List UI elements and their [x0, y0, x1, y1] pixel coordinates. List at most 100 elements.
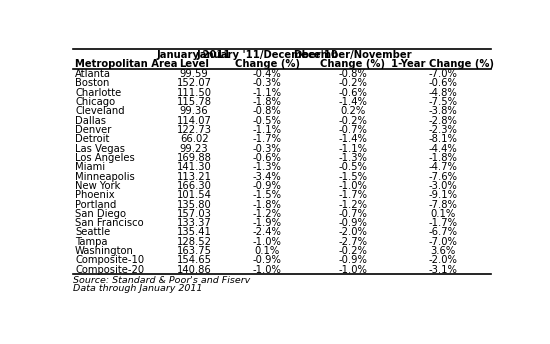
- Text: -2.0%: -2.0%: [338, 227, 367, 237]
- Text: Las Vegas: Las Vegas: [75, 144, 125, 154]
- Text: Metropolitan Area: Metropolitan Area: [75, 60, 178, 69]
- Text: -1.3%: -1.3%: [338, 153, 367, 163]
- Text: -0.2%: -0.2%: [338, 246, 367, 256]
- Text: Minneapolis: Minneapolis: [75, 172, 135, 182]
- Text: Boston: Boston: [75, 78, 109, 88]
- Text: -7.6%: -7.6%: [428, 172, 457, 182]
- Text: 66.02: 66.02: [180, 134, 208, 144]
- Text: Atlanta: Atlanta: [75, 69, 111, 79]
- Text: -0.9%: -0.9%: [338, 218, 367, 228]
- Text: San Francisco: San Francisco: [75, 218, 144, 228]
- Text: -2.0%: -2.0%: [428, 255, 457, 266]
- Text: -1.8%: -1.8%: [428, 153, 457, 163]
- Text: 135.80: 135.80: [177, 200, 212, 209]
- Text: 0.1%: 0.1%: [255, 246, 280, 256]
- Text: -1.7%: -1.7%: [428, 218, 457, 228]
- Text: -1.5%: -1.5%: [253, 190, 282, 200]
- Text: 0.2%: 0.2%: [340, 106, 366, 116]
- Text: Level: Level: [179, 60, 209, 69]
- Text: 163.75: 163.75: [177, 246, 212, 256]
- Text: Data through January 2011: Data through January 2011: [73, 284, 202, 293]
- Text: 0.1%: 0.1%: [430, 209, 455, 219]
- Text: -2.8%: -2.8%: [428, 116, 457, 126]
- Text: 101.54: 101.54: [177, 190, 212, 200]
- Text: 135.41: 135.41: [177, 227, 212, 237]
- Text: -3.0%: -3.0%: [428, 181, 457, 191]
- Text: -7.8%: -7.8%: [428, 200, 457, 209]
- Text: 113.21: 113.21: [177, 172, 212, 182]
- Text: -0.8%: -0.8%: [253, 106, 282, 116]
- Text: -1.0%: -1.0%: [253, 237, 282, 247]
- Text: -1.3%: -1.3%: [253, 162, 282, 172]
- Text: 99.59: 99.59: [180, 69, 208, 79]
- Text: 111.50: 111.50: [177, 88, 212, 98]
- Text: Change (%): Change (%): [235, 60, 300, 69]
- Text: -3.8%: -3.8%: [428, 106, 457, 116]
- Text: -1.8%: -1.8%: [253, 200, 282, 209]
- Text: -0.3%: -0.3%: [253, 78, 282, 88]
- Text: -0.8%: -0.8%: [338, 69, 367, 79]
- Text: Detroit: Detroit: [75, 134, 109, 144]
- Text: -0.9%: -0.9%: [338, 255, 367, 266]
- Text: -1.8%: -1.8%: [253, 97, 282, 107]
- Text: -0.6%: -0.6%: [428, 78, 457, 88]
- Text: -3.1%: -3.1%: [428, 265, 457, 275]
- Text: Charlotte: Charlotte: [75, 88, 122, 98]
- Text: -7.0%: -7.0%: [428, 69, 457, 79]
- Text: -1.1%: -1.1%: [253, 88, 282, 98]
- Text: -1.2%: -1.2%: [338, 200, 367, 209]
- Text: 140.86: 140.86: [177, 265, 212, 275]
- Text: -0.9%: -0.9%: [253, 181, 282, 191]
- Text: Portland: Portland: [75, 200, 117, 209]
- Text: -0.2%: -0.2%: [338, 78, 367, 88]
- Text: -2.3%: -2.3%: [428, 125, 457, 135]
- Text: -0.2%: -0.2%: [338, 116, 367, 126]
- Text: 152.07: 152.07: [177, 78, 212, 88]
- Text: Dallas: Dallas: [75, 116, 106, 126]
- Text: 169.88: 169.88: [177, 153, 212, 163]
- Text: -7.5%: -7.5%: [428, 97, 457, 107]
- Text: 122.73: 122.73: [177, 125, 212, 135]
- Text: -0.9%: -0.9%: [253, 255, 282, 266]
- Text: San Diego: San Diego: [75, 209, 126, 219]
- Text: Composite-20: Composite-20: [75, 265, 144, 275]
- Text: Phoenix: Phoenix: [75, 190, 115, 200]
- Text: Washington: Washington: [75, 246, 134, 256]
- Text: -9.1%: -9.1%: [428, 190, 457, 200]
- Text: -4.7%: -4.7%: [428, 162, 457, 172]
- Text: -7.0%: -7.0%: [428, 237, 457, 247]
- Text: 141.30: 141.30: [177, 162, 212, 172]
- Text: 154.65: 154.65: [177, 255, 212, 266]
- Text: Miami: Miami: [75, 162, 105, 172]
- Text: -0.4%: -0.4%: [253, 69, 282, 79]
- Text: -1.4%: -1.4%: [338, 97, 367, 107]
- Text: New York: New York: [75, 181, 120, 191]
- Text: -1.0%: -1.0%: [338, 265, 367, 275]
- Text: 114.07: 114.07: [177, 116, 212, 126]
- Text: -0.7%: -0.7%: [338, 209, 367, 219]
- Text: -1.5%: -1.5%: [338, 172, 367, 182]
- Text: December/November: December/November: [294, 50, 412, 60]
- Text: -1.1%: -1.1%: [338, 144, 367, 154]
- Text: 133.37: 133.37: [177, 218, 212, 228]
- Text: 166.30: 166.30: [177, 181, 212, 191]
- Text: January '11/December'10: January '11/December'10: [196, 50, 338, 60]
- Text: -1.9%: -1.9%: [253, 218, 282, 228]
- Text: Seattle: Seattle: [75, 227, 111, 237]
- Text: January 2011: January 2011: [157, 50, 232, 60]
- Text: -0.5%: -0.5%: [338, 162, 367, 172]
- Text: Tampa: Tampa: [75, 237, 108, 247]
- Text: -1.7%: -1.7%: [338, 190, 367, 200]
- Text: -1.2%: -1.2%: [253, 209, 282, 219]
- Text: 1-Year Change (%): 1-Year Change (%): [391, 60, 494, 69]
- Text: Change (%): Change (%): [321, 60, 386, 69]
- Text: -1.4%: -1.4%: [338, 134, 367, 144]
- Text: -0.6%: -0.6%: [253, 153, 282, 163]
- Text: -2.7%: -2.7%: [338, 237, 367, 247]
- Text: 115.78: 115.78: [177, 97, 212, 107]
- Text: 3.6%: 3.6%: [430, 246, 455, 256]
- Text: Cleveland: Cleveland: [75, 106, 125, 116]
- Text: 128.52: 128.52: [177, 237, 212, 247]
- Text: -0.5%: -0.5%: [253, 116, 282, 126]
- Text: -0.6%: -0.6%: [338, 88, 367, 98]
